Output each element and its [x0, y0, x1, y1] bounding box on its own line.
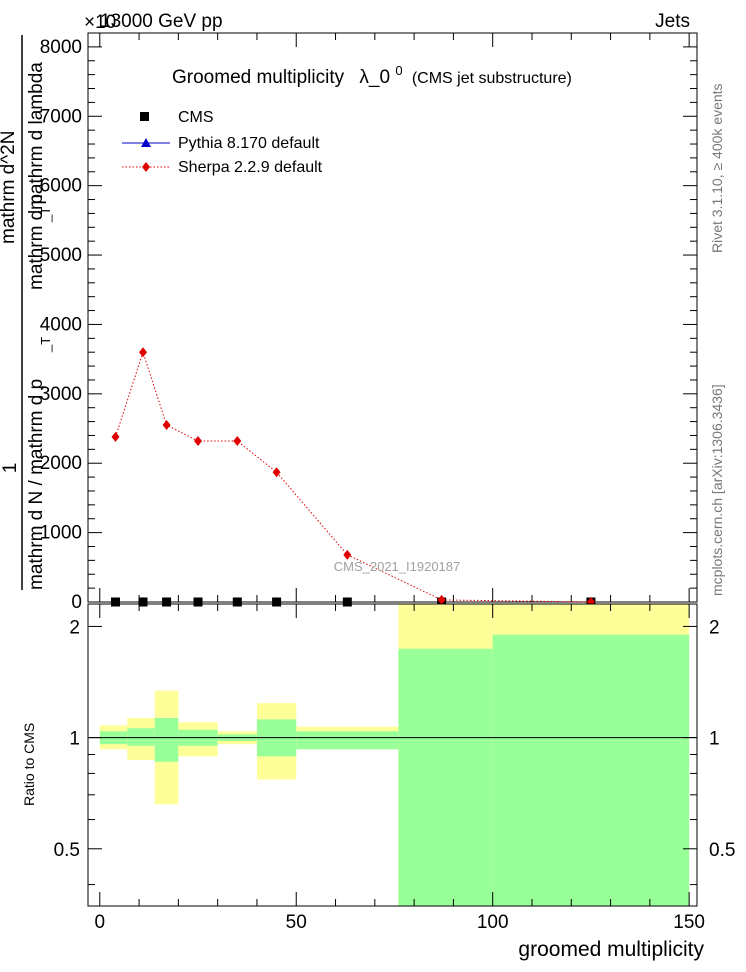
- main-y-tick-label: 5000: [40, 245, 82, 266]
- ratio-band-green: [296, 731, 399, 750]
- legend-pythia-label: Pythia 8.170 default: [178, 135, 320, 152]
- y-title-numerator-one: 1: [0, 463, 21, 474]
- sherpa-point: [111, 431, 120, 442]
- y-title-dpt: mathrm d p: [26, 194, 47, 290]
- header-energy-label: 13000 GeV pp: [100, 11, 223, 32]
- cms-point: [193, 597, 203, 607]
- plot-title-symbol: λ_0: [359, 67, 390, 88]
- ratio-band-green: [398, 648, 493, 906]
- legend-sherpa-marker: [142, 162, 150, 172]
- cms-point: [232, 597, 242, 607]
- main-y-tick-label: 2000: [40, 453, 82, 474]
- header-category-label: Jets: [655, 11, 690, 32]
- cms-point: [272, 597, 282, 607]
- ratio-x-tick-label: 0: [94, 912, 105, 933]
- plot-title-symbol-sup: 0: [395, 63, 402, 78]
- y-title-d2n: mathrm d^2N: [0, 131, 19, 244]
- sherpa-point: [437, 594, 446, 605]
- ratio-y-tick-label: 0.5: [54, 840, 80, 861]
- cms-point: [342, 597, 352, 607]
- ratio-x-tick-labels: 0 50 100 150: [94, 912, 704, 933]
- y-title-dn-dpt-sub: _T: [38, 337, 53, 353]
- cms-point: [162, 597, 172, 607]
- main-y-tick-label: 3000: [40, 384, 82, 405]
- ratio-bands: [88, 604, 697, 906]
- ratio-ticks: [88, 604, 697, 906]
- main-y-axis-title: 1 mathrm d N / mathrm d p _T mathrm d^2N…: [0, 35, 53, 590]
- main-y-ticks: [88, 32, 697, 603]
- ratio-band-green: [154, 717, 179, 762]
- ratio-x-tick-label: 150: [673, 912, 705, 933]
- plot-title: Groomed multiplicity λ_0 0 (CMS jet subs…: [172, 59, 572, 88]
- sherpa-point: [233, 436, 242, 447]
- ratio-y-tick-label: 2: [69, 617, 80, 638]
- sherpa-point: [162, 420, 171, 431]
- ratio-y-tick-label-right: 1: [709, 729, 720, 750]
- ratio-band-green: [492, 634, 690, 906]
- ratio-y-tick-label-right: 2: [709, 617, 720, 638]
- main-y-tick-label: 1000: [40, 523, 82, 544]
- sherpa-point: [272, 467, 281, 478]
- main-y-tick-label: 8000: [40, 37, 82, 58]
- ratio-x-tick-label: 50: [286, 912, 307, 933]
- plot-title-main: Groomed multiplicity: [172, 67, 345, 88]
- cms-point: [111, 597, 121, 607]
- main-y-tick-label: 0: [71, 592, 82, 613]
- ratio-x-tick-label: 100: [477, 912, 509, 933]
- plot-title-note: (CMS jet substructure): [412, 70, 572, 87]
- mcplots-reference-label: mcplots.cern.ch [arXiv:1306.3436]: [709, 384, 725, 596]
- cms-point: [138, 597, 148, 607]
- analysis-watermark: CMS_2021_I1920187: [334, 559, 461, 574]
- legend-sherpa-label: Sherpa 2.2.9 default: [178, 159, 323, 176]
- y-title-dn-dpt: mathrm d N / mathrm d p: [26, 379, 47, 590]
- ratio-y-axis-title: Ratio to CMS: [21, 723, 37, 806]
- legend: CMS Pythia 8.170 default Sherpa 2.2.9 de…: [122, 109, 323, 176]
- ratio-y-tick-label: 1: [69, 729, 80, 750]
- y-exponent-label: ×10: [84, 12, 116, 33]
- main-series: [111, 347, 596, 607]
- main-y-tick-label: 7000: [40, 106, 82, 127]
- y-title-dlambda: mathrm d lambda: [26, 62, 47, 210]
- y-title-dpt-sub: _T: [38, 207, 53, 223]
- main-plot-frame: [87, 32, 698, 603]
- legend-cms-marker: [140, 112, 149, 121]
- sherpa-point: [139, 347, 148, 358]
- sherpa-point: [343, 549, 352, 560]
- legend-pythia-marker: [141, 138, 151, 147]
- main-y-tick-label: 6000: [40, 176, 82, 197]
- sherpa-point: [194, 436, 203, 447]
- ratio-y-tick-label-right: 0.5: [709, 840, 735, 861]
- legend-cms-label: CMS: [178, 109, 214, 126]
- ratio-y-tick-labels: 0.5 0.5 1 1 2 2: [54, 617, 736, 860]
- main-y-tick-label: 4000: [40, 314, 82, 335]
- rivet-version-label: Rivet 3.1.10, ≥ 400k events: [709, 83, 725, 253]
- main-y-tick-labels: 0 1000 2000 3000 4000 5000 6000 7000 8000: [40, 37, 82, 613]
- x-axis-title: groomed multiplicity: [518, 938, 704, 961]
- ratio-band-green: [127, 728, 155, 746]
